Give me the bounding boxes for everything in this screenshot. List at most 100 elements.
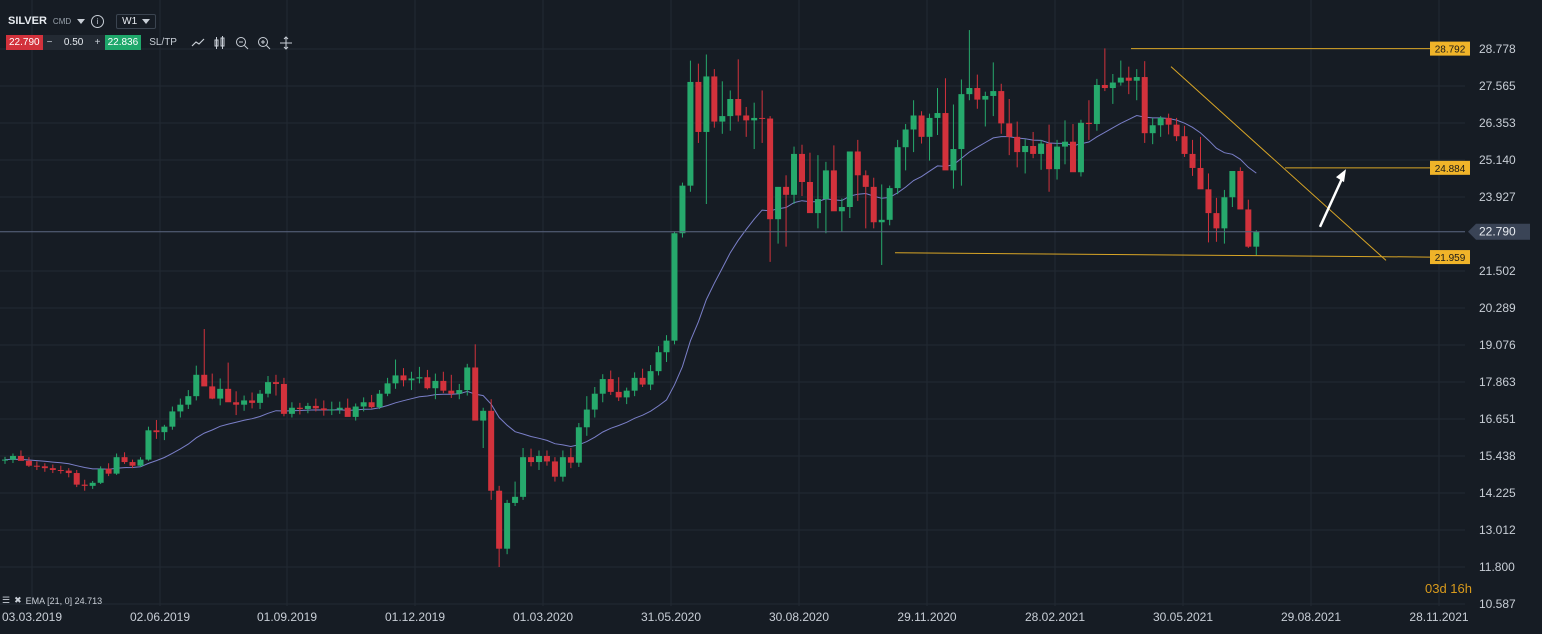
candle-body — [814, 199, 821, 214]
candle-body — [73, 473, 80, 485]
candle-body — [567, 457, 574, 463]
candle-type-icon[interactable] — [213, 35, 227, 50]
x-tick-label: 30.08.2020 — [769, 610, 829, 624]
candle-body — [416, 377, 423, 379]
line-chart-icon[interactable] — [191, 36, 205, 50]
indicator-legend[interactable]: ☰ ✖ EMA [21, 0] 24.713 — [2, 595, 102, 606]
candle-body — [257, 393, 264, 403]
candle-body — [41, 466, 48, 469]
candle-body — [1213, 213, 1220, 229]
chart-tools — [191, 35, 293, 50]
crosshair-icon[interactable] — [279, 35, 293, 50]
candle-body — [121, 457, 128, 463]
candle-body — [623, 390, 630, 398]
symbol-name[interactable]: SILVER — [8, 15, 47, 27]
drawings: 28.792 24.884 21.959 — [0, 41, 1470, 264]
quantity-increase-button[interactable]: + — [90, 35, 105, 50]
candle-body — [822, 170, 829, 200]
candle-body — [918, 115, 925, 137]
candle-body — [791, 153, 798, 195]
candle-body — [17, 455, 24, 461]
candle-body — [33, 465, 40, 467]
info-icon[interactable]: i — [91, 14, 105, 28]
candle-body — [9, 455, 16, 460]
candle-body — [711, 76, 718, 122]
candle-body — [249, 400, 256, 403]
candle-body — [360, 402, 367, 407]
indicator-close-icon[interactable]: ✖ — [14, 595, 22, 605]
candle-body — [735, 99, 742, 116]
candle-body — [169, 411, 176, 427]
candle-body — [671, 233, 678, 341]
arrow-icon — [1336, 169, 1346, 183]
candle-body — [1165, 117, 1172, 125]
candle-body — [464, 367, 471, 391]
candle-body — [1030, 145, 1037, 154]
candle-body — [161, 426, 168, 433]
level-label-box — [1430, 160, 1470, 175]
candle-body — [1109, 82, 1116, 89]
indicator-settings-icon[interactable]: ☰ — [2, 595, 11, 605]
candle-body — [775, 186, 782, 220]
candle-body — [352, 406, 359, 417]
candle-body — [328, 409, 335, 411]
zoom-in-icon[interactable] — [257, 36, 271, 50]
x-tick-label: 31.05.2020 — [641, 610, 701, 624]
candle-body — [1125, 77, 1132, 81]
candle-body — [966, 88, 973, 95]
time-axis: 03.03.2019 02.06.2019 01.09.2019 01.12.2019… — [2, 610, 1469, 624]
candle-body — [655, 352, 662, 372]
y-tick-label: 27.565 — [1479, 79, 1516, 93]
current-price-label: 22.790 — [1479, 225, 1516, 239]
candle-body — [759, 117, 766, 119]
y-tick-label: 16.651 — [1479, 412, 1516, 426]
candle-body — [280, 383, 287, 414]
sltp-button[interactable]: SL/TP — [149, 37, 177, 48]
timeframe-label: W1 — [122, 15, 138, 27]
candle-body — [703, 76, 710, 132]
candle-body — [376, 393, 383, 408]
x-tick-label: 01.12.2019 — [385, 610, 445, 624]
level-label-box — [1430, 41, 1470, 56]
candle-body — [543, 455, 550, 462]
candle-body — [1253, 231, 1260, 247]
candle-body — [647, 371, 654, 385]
candle-body — [1054, 146, 1061, 170]
candle-body — [97, 468, 104, 483]
candle-body — [344, 407, 351, 417]
candle-body — [1085, 122, 1092, 125]
candle-body — [201, 374, 208, 387]
candle-body — [153, 430, 160, 433]
candle-body — [129, 462, 136, 466]
arrow-shaft — [1318, 175, 1345, 228]
candle-body — [998, 91, 1005, 124]
candle-body — [432, 380, 439, 389]
candle-body — [480, 410, 487, 421]
sell-button[interactable]: 22.790 — [6, 35, 43, 50]
candle-body — [49, 468, 56, 470]
x-tick-label: 29.08.2021 — [1281, 610, 1341, 624]
candle-body — [528, 457, 535, 463]
zoom-out-icon[interactable] — [235, 36, 249, 50]
x-tick-label: 03.03.2019 — [2, 610, 62, 624]
timeframe-select[interactable]: W1 — [116, 13, 157, 29]
candle-body — [559, 457, 566, 477]
y-tick-label: 19.076 — [1479, 338, 1516, 352]
x-tick-label: 28.02.2021 — [1025, 610, 1085, 624]
buy-button[interactable]: 22.836 — [104, 35, 142, 50]
candle-body — [1038, 143, 1045, 154]
candle-body — [225, 388, 232, 403]
y-tick-label: 15.438 — [1479, 449, 1516, 463]
symbol-dropdown-icon[interactable] — [77, 18, 86, 24]
candle-body — [838, 207, 845, 212]
candle-body — [408, 378, 415, 381]
candle-body — [1046, 143, 1053, 170]
trade-panel: 22.790 − 0.50 + 22.836 SL/TP — [6, 35, 293, 50]
y-tick-label: 28.778 — [1479, 42, 1516, 56]
quantity-input[interactable]: 0.50 — [56, 35, 91, 50]
candle-body — [639, 377, 646, 385]
quantity-decrease-button[interactable]: − — [42, 35, 57, 50]
candle-body — [1157, 117, 1164, 126]
candle-body — [312, 405, 319, 409]
